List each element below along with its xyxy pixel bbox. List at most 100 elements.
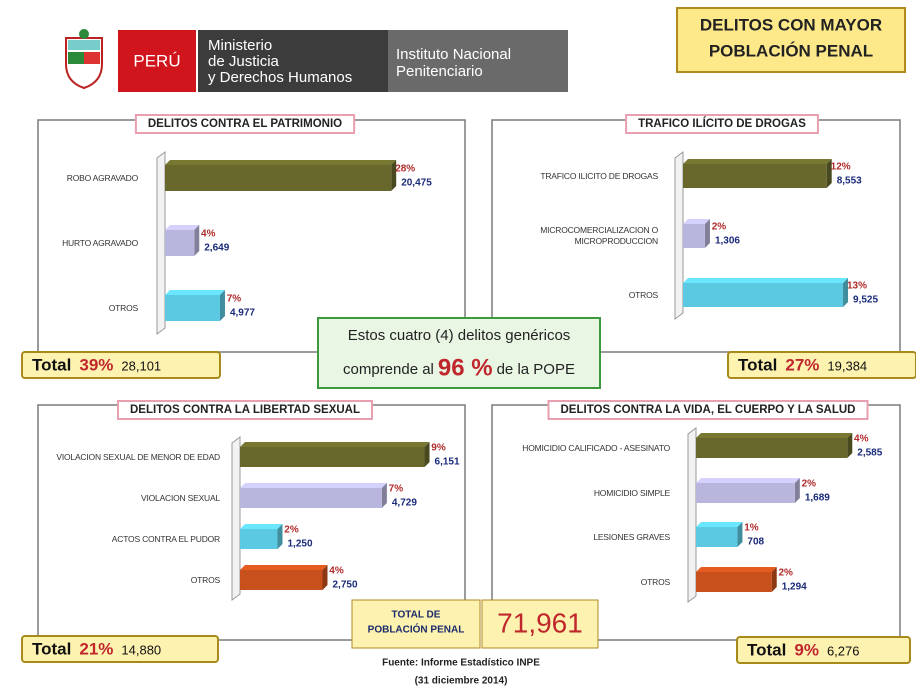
bar-side — [794, 478, 800, 503]
bar — [683, 283, 844, 307]
category-label: HOMICIDIO CALIFICADO - ASESINATO — [522, 442, 670, 453]
value-label: 2,585 — [857, 448, 882, 459]
grand-total-label: TOTAL DE — [392, 610, 441, 621]
value-label: 2,750 — [333, 580, 358, 591]
bar — [696, 572, 772, 592]
chart-title-box — [134, 114, 356, 134]
bar — [696, 527, 738, 547]
axis-wall — [156, 151, 166, 335]
value-label: 1,250 — [288, 539, 313, 550]
bar-side — [704, 219, 710, 248]
chart-title: TRAFICO ILÍCITO DE DROGAS — [638, 117, 806, 130]
total-box — [736, 636, 911, 664]
chart: DELITOS CONTRA LA VIDA, EL CUERPO Y LA S… — [491, 400, 911, 664]
value-label: 1,294 — [782, 582, 807, 593]
country: PERÚ — [133, 51, 180, 70]
total-box — [21, 635, 219, 663]
chart-title-box — [547, 400, 869, 420]
total-share: 27% — [785, 355, 819, 374]
bar-top — [683, 278, 849, 283]
total-share: 39% — [79, 355, 113, 374]
category-label: ACTOS CONTRA EL PUDOR — [111, 533, 220, 544]
category-label: ROBO AGRAVADO — [66, 172, 138, 183]
share-label: 1% — [744, 523, 759, 534]
bar-top — [696, 522, 743, 527]
bar-top — [240, 524, 283, 529]
share-label: 4% — [201, 229, 216, 240]
value-label: 8,553 — [837, 176, 862, 187]
bar-top — [165, 225, 200, 230]
category-label: ROBO AGRAVADO — [66, 172, 138, 183]
share-label: 28% — [395, 164, 415, 175]
category-label: HOMICIDIO CALIFICADO - ASESINATO — [522, 442, 670, 453]
bar — [683, 164, 827, 188]
category-label: HURTO AGRAVADO — [62, 238, 138, 248]
country-box — [118, 30, 196, 92]
value-label: 4,729 — [392, 498, 417, 509]
category-label: OTROS — [641, 577, 670, 587]
total-label: Total — [738, 355, 777, 374]
bar — [696, 483, 795, 503]
ministry: Ministerio — [208, 37, 272, 54]
axis-wall — [231, 436, 241, 601]
bar-side — [771, 567, 777, 592]
bar — [165, 295, 220, 321]
chart-title: DELITOS CONTRA EL PATRIMONIO — [148, 118, 342, 130]
ministry-box — [198, 30, 388, 92]
total-value: 28,101 — [121, 358, 161, 373]
share-label: 4% — [329, 566, 344, 577]
summary-percent: 96 % — [438, 354, 493, 381]
share-label: 2% — [802, 479, 817, 490]
share-label: 2% — [284, 525, 299, 536]
bar — [240, 447, 425, 467]
axis-wall — [687, 427, 697, 603]
institute: Penitenciario — [396, 63, 483, 80]
category-label: VIOLACION SEXUAL — [141, 492, 220, 503]
share-label: 7% — [227, 294, 242, 305]
category-label: VIOLACION SEXUAL — [141, 492, 220, 503]
total-value: 19,384 — [827, 358, 867, 373]
grand-total-label-box — [351, 599, 481, 649]
category-label: HOMICIDIO SIMPLE — [593, 487, 670, 498]
category-label: OTROS — [191, 575, 220, 585]
category-label: OTROS — [108, 302, 138, 313]
charts: DELITOS CONTRA EL PATRIMONIO ROBO AGRAVAD… — [21, 114, 916, 664]
bar-side — [381, 483, 387, 508]
institute: Instituto Nacional — [396, 46, 511, 63]
grand-total-label: POBLACIÓN PENAL — [368, 623, 465, 636]
summary: de la POPE — [497, 361, 575, 378]
category-label: VIOLACION SEXUAL DE MENOR DE EDAD — [56, 452, 220, 462]
institute-box — [388, 30, 568, 92]
category-label: HOMICIDIO SIMPLE — [593, 487, 670, 498]
bar-top — [240, 442, 430, 447]
category-label: OTROS — [628, 289, 658, 300]
banner: DELITOS CON MAYOR — [700, 15, 882, 34]
chart-title: DELITOS CONTRA LA VIDA, EL CUERPO Y LA S… — [561, 404, 856, 416]
total-label: Total — [32, 355, 71, 374]
value-label: 1,689 — [805, 493, 830, 504]
bar-top — [696, 567, 777, 572]
bar-top — [683, 159, 832, 164]
share-label: 7% — [389, 484, 404, 495]
category-label: LESIONES GRAVES — [593, 532, 670, 542]
total-share: 9% — [794, 640, 819, 659]
total-share: 21% — [79, 639, 113, 658]
bar-top — [696, 433, 853, 438]
value-label: 1,306 — [715, 236, 740, 247]
bar-top — [165, 160, 397, 165]
category-label: ACTOS CONTRA EL PUDOR — [111, 533, 220, 544]
source: (31 diciembre 2014) — [415, 676, 508, 687]
bar-top — [683, 219, 710, 224]
share-label: 2% — [778, 568, 793, 579]
bar-top — [696, 478, 800, 483]
logo — [65, 29, 103, 90]
bar-top — [165, 290, 225, 295]
banner-box — [676, 7, 906, 73]
summary: comprende al — [343, 361, 434, 378]
total-box — [727, 351, 916, 379]
bar — [240, 529, 278, 549]
bar — [696, 438, 848, 458]
panel — [37, 119, 466, 353]
chart: DELITOS CONTRA EL PATRIMONIO ROBO AGRAVAD… — [21, 114, 466, 379]
